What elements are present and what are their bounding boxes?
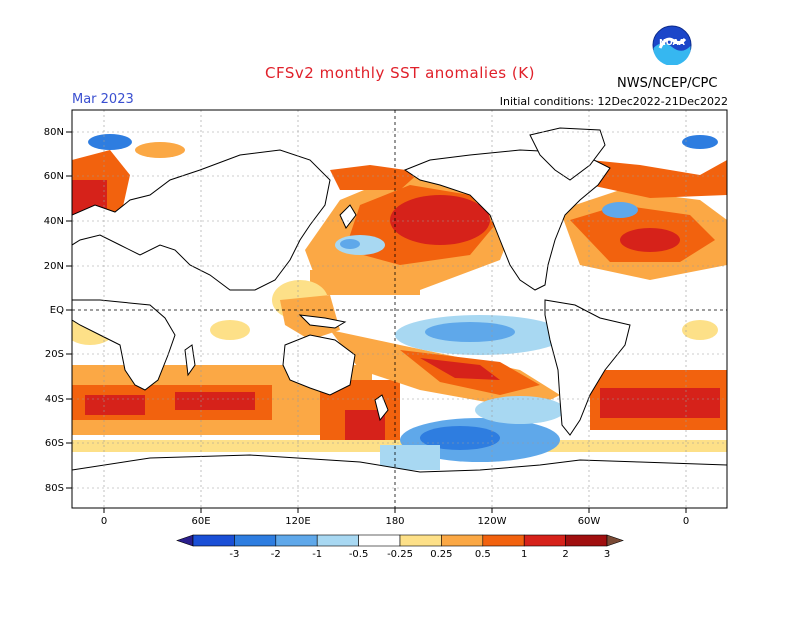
noaa-logo: NOAA <box>652 25 692 65</box>
continents <box>72 127 727 508</box>
colorbar-tick-label: -3 <box>229 549 239 560</box>
colorbar-swatch <box>482 534 525 547</box>
greenland-landmass <box>529 127 606 181</box>
colorbar-swatch <box>275 534 318 547</box>
lat-label: 60S <box>45 438 64 449</box>
colorbar-tick-label: -0.25 <box>387 549 413 560</box>
australia-landmass <box>282 334 356 396</box>
lat-label: 40S <box>45 394 64 405</box>
lat-label: 40N <box>44 216 64 227</box>
reference-lines <box>72 110 727 508</box>
colorbar-swatch <box>523 534 566 547</box>
colorbar-tick-label: -0.5 <box>349 549 369 560</box>
colorbar-tick-label: 0.5 <box>475 549 491 560</box>
tick-marks <box>66 131 687 513</box>
lat-label: EQ <box>50 305 64 316</box>
colorbar-tick-label: -1 <box>312 549 322 560</box>
forecast-month: Mar 2023 <box>72 92 134 107</box>
lon-label: 0 <box>101 516 107 527</box>
lon-label: 180 <box>385 516 404 527</box>
lat-label: 20S <box>45 349 64 360</box>
antarctica-landmass <box>72 454 727 508</box>
lon-label: 120E <box>285 516 310 527</box>
map-title: CFSv2 monthly SST anomalies (K) <box>265 64 535 82</box>
latitude-labels: 80N 60N 40N 20N EQ 20S 40S 60S 80S <box>44 127 64 494</box>
logo-text: NOAA <box>659 38 685 47</box>
colorbar-swatch <box>358 534 401 547</box>
colorbar-swatch <box>399 534 442 547</box>
equatorial-cold-tongue <box>395 315 565 355</box>
africa-europe-landmass <box>72 299 176 391</box>
map-frame <box>71 109 728 509</box>
lat-label: 60N <box>44 171 64 182</box>
colorbar-tick-label: 0.25 <box>430 549 452 560</box>
lat-label: 80N <box>44 127 64 138</box>
japan-island <box>339 204 357 229</box>
colorbar-swatch <box>234 534 277 547</box>
colorbar-arrow-high <box>606 534 624 547</box>
colorbar-tick-label: 1 <box>521 549 527 560</box>
madagascar <box>184 344 196 377</box>
colorbar-swatch <box>565 534 608 547</box>
arctic-cold <box>88 134 718 158</box>
south-pacific-warm-band <box>330 330 560 410</box>
south-pacific-cold <box>380 396 565 470</box>
anomaly-field <box>72 127 727 508</box>
colorbar-tick-label: 2 <box>562 549 568 560</box>
agency-label: NWS/NCEP/CPC <box>617 76 718 91</box>
colorbar-swatch <box>316 534 359 547</box>
initial-conditions: Initial conditions: 12Dec2022-21Dec2022 <box>499 95 728 108</box>
indonesia-islands <box>298 314 347 329</box>
colorbar-swatch <box>192 534 235 547</box>
lon-label: 120W <box>478 516 507 527</box>
lon-label: 60W <box>578 516 601 527</box>
south-america-landmass <box>544 299 631 436</box>
lon-label: 60E <box>191 516 210 527</box>
lon-label: 0 <box>683 516 689 527</box>
colorbar-arrow-low <box>176 534 194 547</box>
new-zealand <box>374 394 389 422</box>
colorbar-swatch <box>441 534 484 547</box>
colorbar-tick-label: -2 <box>271 549 281 560</box>
colorbar-tick-label: 3 <box>604 549 610 560</box>
nw-pacific-cold <box>335 235 385 255</box>
longitude-labels: 0 60E 120E 180 120W 60W 0 <box>101 516 689 527</box>
lat-label: 20N <box>44 261 64 272</box>
graticule <box>72 110 727 508</box>
lat-label: 80S <box>45 483 64 494</box>
north-atlantic-warm <box>560 160 727 280</box>
colorbar: -3 -2 -1 -0.5 -0.25 0.25 0.5 1 2 3 <box>176 534 624 560</box>
